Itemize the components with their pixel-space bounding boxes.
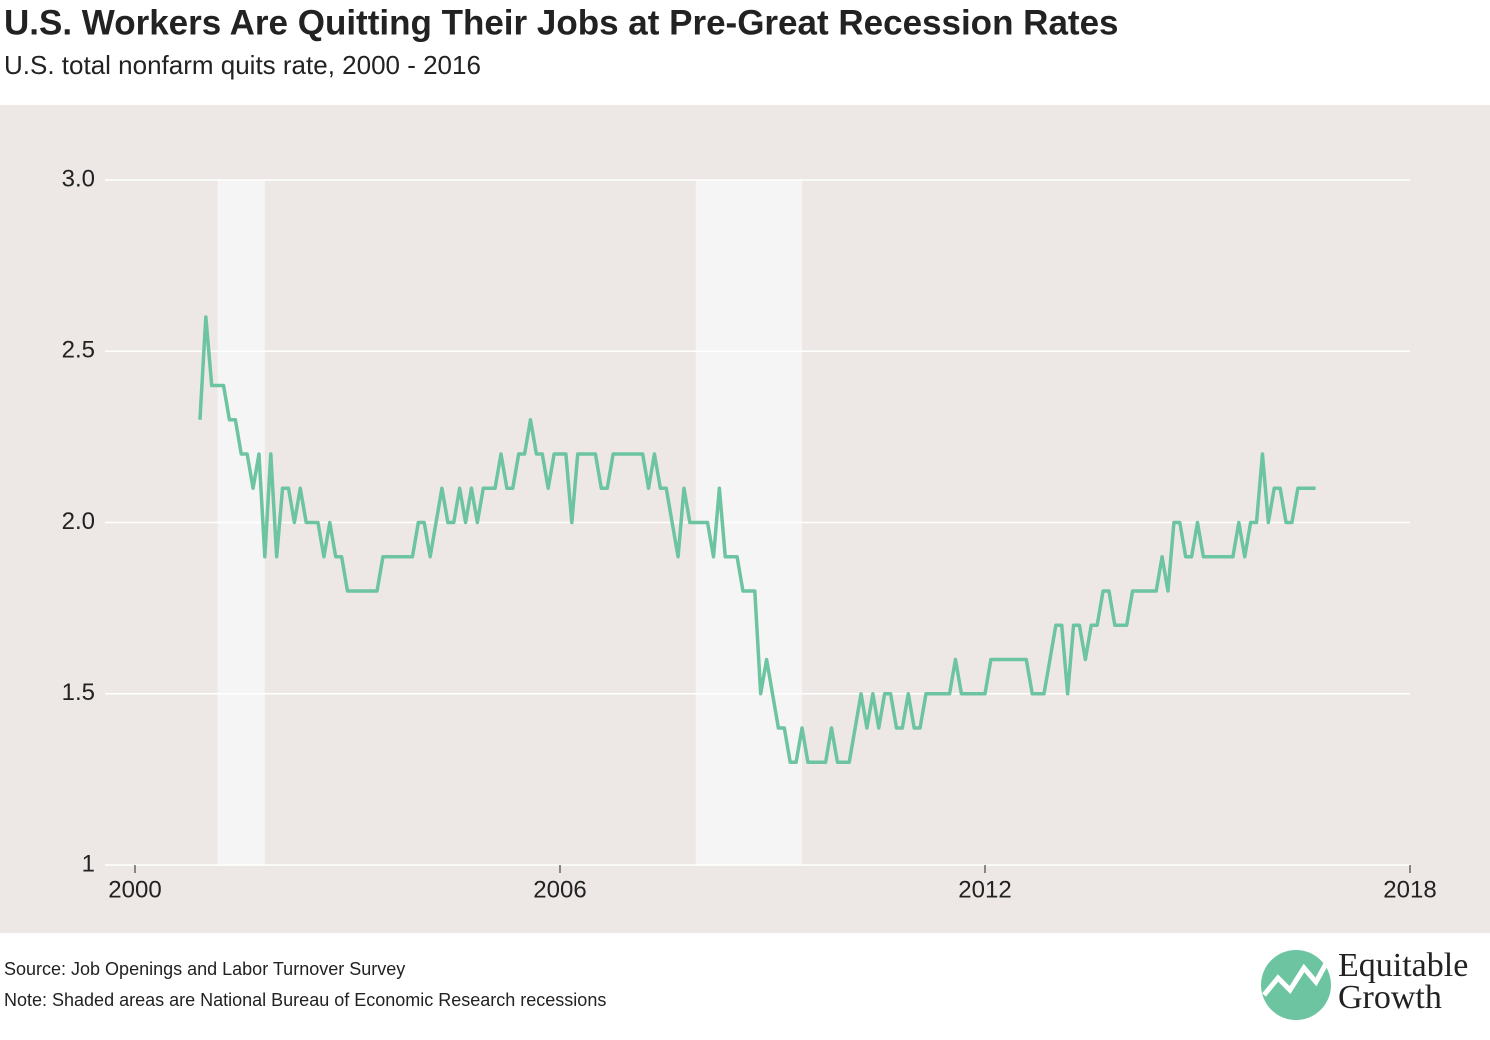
brand-line: Growth <box>1338 979 1442 1016</box>
logo-icon <box>1262 958 1331 997</box>
y-tick-label: 1 <box>82 850 95 877</box>
y-tick-label: 2.5 <box>62 337 95 364</box>
chart-title: U.S. Workers Are Quitting Their Jobs at … <box>4 3 1119 42</box>
y-tick-label: 1.5 <box>62 679 95 706</box>
logo: Equitable Growth <box>1261 947 1468 1020</box>
chart-subtitle: U.S. total nonfarm quits rate, 2000 - 20… <box>4 50 481 80</box>
y-tick-label: 3.0 <box>62 165 95 192</box>
source: Source: Job Openings and Labor Turnover … <box>4 959 405 979</box>
series-line <box>198 315 1316 764</box>
note: Note: Shaded areas are National Bureau o… <box>4 990 606 1010</box>
y-tick-label: 2.0 <box>62 508 95 535</box>
x-tick-label: 2012 <box>958 876 1011 903</box>
x-tick-label: 2006 <box>533 876 586 903</box>
x-tick-label: 2018 <box>1383 876 1436 903</box>
brand-line: Equitable <box>1338 947 1468 984</box>
x-tick-label: 2000 <box>108 876 161 903</box>
